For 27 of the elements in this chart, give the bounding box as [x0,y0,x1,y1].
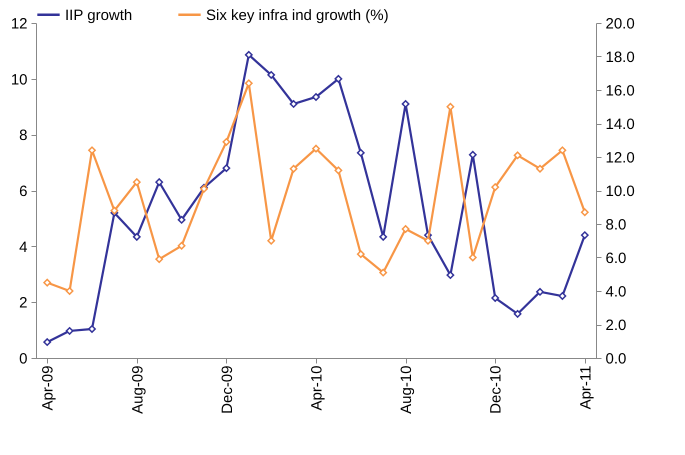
y-tick-label: 2 [19,294,28,312]
x-tick-label: Apr-11 [577,366,594,410]
y2-tick-label: 4.0 [606,284,626,300]
y2-tick-label: 0.0 [606,350,626,368]
y2-tick-label: 18.0 [606,49,635,66]
y-tick-label: 12 [10,16,28,32]
legend-label: Six key infra ind growth (%) [206,6,389,24]
y-tick-label: 10 [10,71,28,88]
y2-tick-label: 2.0 [606,317,626,334]
y2-tick-label: 12.0 [606,150,635,166]
y2-tick-label: 14.0 [606,116,635,133]
y2-tick-label: 6.0 [606,250,626,267]
x-tick-label: Aug-10 [398,366,416,414]
y-tick-label: 0 [19,350,28,368]
y-tick-label: 6 [19,183,28,200]
y2-tick-label: 20.0 [606,16,635,32]
x-tick-label: Apr-10 [308,366,326,411]
y2-tick-label: 8.0 [606,216,626,234]
y2-tick-label: 10.0 [606,183,635,200]
y2-tick-label: 16.0 [606,82,635,100]
y-tick-label: 4 [19,238,28,256]
x-tick-label: Apr-09 [40,366,57,411]
legend-label: IIP growth [65,6,132,24]
y-tick-label: 8 [19,127,28,144]
x-tick-label: Dec-09 [218,366,236,414]
x-tick-label: Aug-09 [129,366,146,414]
x-tick-label: Dec-10 [488,366,505,414]
